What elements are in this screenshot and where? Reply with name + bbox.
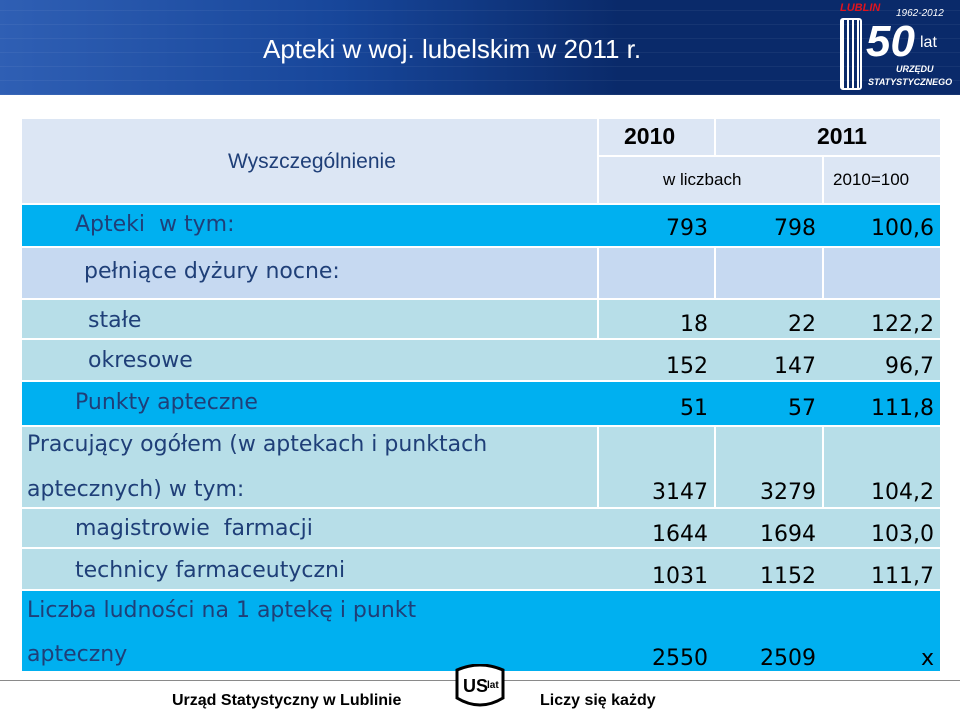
value-2011: 1152	[760, 564, 816, 589]
footer-organization: Urząd Statystyczny w Lublinie	[172, 692, 402, 709]
row-employees	[21, 426, 598, 508]
row-label-line2: aptecznych) w tym:	[27, 477, 245, 502]
logo-years: 1962-2012	[896, 8, 944, 19]
row-pharmacy-points	[21, 381, 941, 426]
logo-line1: URZĘDU	[896, 64, 934, 74]
row-label: okresowe	[88, 348, 193, 373]
value-index: 111,8	[871, 396, 934, 421]
value-2011: 147	[774, 354, 816, 379]
value-index: 122,2	[871, 312, 934, 337]
logo-city: LUBLIN	[840, 2, 881, 14]
row-technicians	[21, 548, 941, 590]
value-2010: 152	[666, 354, 708, 379]
row-employees-c2	[715, 426, 823, 508]
row-pharmacists	[21, 508, 941, 548]
header-index: 2010=100	[833, 170, 910, 189]
us-logo-text: US	[463, 676, 488, 696]
value-2011: 22	[788, 312, 816, 337]
header-unit-cell	[598, 156, 823, 204]
header-2010-cell	[598, 118, 715, 156]
footer-slogan: Liczy się każdy	[540, 692, 656, 709]
value-2011: 3279	[760, 480, 816, 505]
value-index: 104,2	[871, 480, 934, 505]
value-index: 103,0	[871, 522, 934, 547]
row-label: technicy farmaceutyczni	[75, 558, 346, 583]
value-2010: 18	[680, 312, 708, 337]
header-col0-cell	[21, 118, 598, 204]
row-label-line2: apteczny	[27, 642, 128, 667]
logo-suffix: lat	[920, 34, 937, 51]
row-permanent-vals	[598, 299, 941, 339]
value-index: 111,7	[871, 564, 934, 589]
value-index: 100,6	[871, 216, 934, 241]
row-apteki	[21, 204, 941, 247]
logo-line2: STATYSTYCZNEGO	[868, 77, 953, 87]
row-night-duty	[21, 247, 598, 299]
header-index-cell	[823, 156, 941, 204]
banner-glow	[0, 0, 620, 95]
title-banner: Apteki w woj. lubelskim w 2011 r. LUBLIN…	[0, 0, 960, 95]
row-label: stałe	[88, 308, 142, 333]
value-2010: 2550	[652, 646, 708, 671]
value-2010: 1644	[652, 522, 708, 547]
row-label: Punkty apteczne	[75, 390, 258, 415]
row-periodic	[21, 339, 941, 381]
row-employees-c3	[823, 426, 941, 508]
value-2011: 798	[774, 216, 816, 241]
header-year-2011: 2011	[817, 123, 867, 149]
us-logo: US lat	[447, 663, 513, 714]
header-unit: w liczbach	[663, 170, 742, 189]
row-night-duty-c1	[598, 247, 715, 299]
value-index: x	[920, 646, 934, 671]
anniversary-logo: LUBLIN 1962-2012 50 lat URZĘDU STATYSTYC…	[834, 0, 960, 95]
row-permanent	[21, 299, 598, 339]
value-2010: 3147	[652, 480, 708, 505]
header-2011-cell	[715, 118, 941, 156]
value-index: 96,7	[885, 354, 934, 379]
value-2011: 1694	[760, 522, 816, 547]
page-title: Apteki w woj. lubelskim w 2011 r.	[263, 34, 642, 64]
column-icon	[840, 18, 862, 90]
value-2011: 57	[788, 396, 816, 421]
value-2010: 51	[680, 396, 708, 421]
row-label: pełniące dyżury nocne:	[84, 259, 340, 284]
row-night-duty-c2	[715, 247, 823, 299]
value-2011: 2509	[760, 646, 816, 671]
banner-stripes	[0, 0, 960, 95]
row-label-line1: Liczba ludności na 1 aptekę i punkt	[27, 598, 417, 623]
value-2010: 1031	[652, 564, 708, 589]
value-2010: 793	[666, 216, 708, 241]
row-label-line1: Pracujący ogółem (w aptekach i punktach	[27, 432, 488, 457]
row-employees-c1	[598, 426, 715, 508]
logo-number: 50	[866, 17, 915, 66]
row-label: Apteki w tym:	[75, 212, 235, 237]
header-col0: Wyszczególnienie	[228, 150, 396, 173]
us-logo-small: lat	[487, 680, 499, 691]
header-year-2010: 2010	[624, 123, 676, 149]
row-population-per-pharmacy	[21, 590, 941, 672]
row-label: magistrowie farmacji	[75, 516, 313, 541]
row-night-duty-c3	[823, 247, 941, 299]
